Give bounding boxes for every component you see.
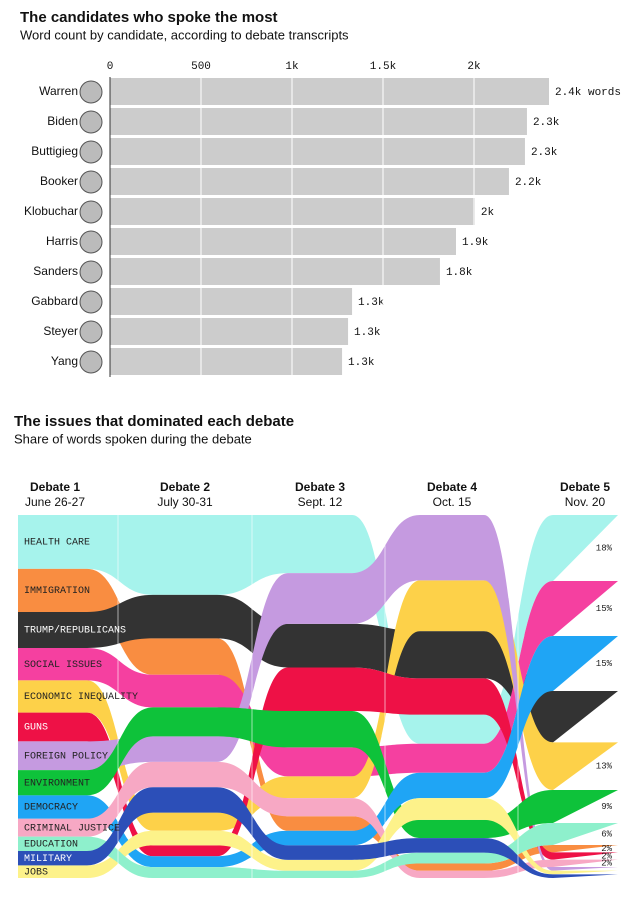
issue-band [18,594,618,743]
y-tick-label: Klobuchar [24,204,78,218]
issue-label: SOCIAL ISSUES [24,660,102,671]
portrait [79,350,103,374]
chart-title: The candidates who spoke the most [20,9,278,26]
value-label: 2k [481,207,495,219]
x-tick-label: 1k [285,61,299,73]
value-label: 1.9k [462,237,489,249]
issue-label: EDUCATION [24,839,78,850]
bar [110,228,456,255]
y-tick-label: Biden [47,114,78,128]
issue-label: CRIMINAL JUSTICE [24,823,120,834]
bar [110,168,509,195]
value-label: 14% [596,712,613,722]
x-tick-sublabel: June 26-27 [25,495,85,509]
x-tick-label: 500 [191,61,211,73]
issue-band [18,798,618,878]
x-tick-label: Debate 3 [295,480,345,494]
issue-band [18,707,618,839]
issue-band [18,581,618,777]
x-tick-label: 1.5k [370,61,397,73]
y-tick-label: Gabbard [31,294,78,308]
bar [110,288,353,315]
y-tick-label: Warren [39,84,78,98]
value-label: 1.3k [354,327,381,339]
bar [110,258,440,285]
issue-band [18,787,618,878]
x-tick-label: Debate 5 [560,480,610,494]
issue-band [18,515,618,744]
chart-subtitle: Share of words spoken during the debate [14,431,252,446]
value-label: 2% [601,844,612,854]
x-tick-sublabel: Oct. 15 [433,495,472,509]
issue-band [18,568,618,871]
portrait [79,80,103,104]
x-tick-label: Debate 4 [427,480,477,494]
issue-label: JOBS [24,867,48,878]
value-label: 2.2k [515,177,542,189]
issue-label: ENVIRONMENT [24,778,90,789]
value-label: 2% [601,851,612,861]
chart-subtitle: Word count by candidate, according to de… [20,27,349,42]
issue-label: TRUMP/REPUBLICANS [24,625,126,637]
bar [110,348,343,375]
issue-band [18,667,618,860]
portrait [79,110,103,134]
x-tick-label: 2k [467,61,481,73]
issue-band [18,515,618,871]
x-tick-label: 0 [107,61,114,73]
issue-label: ECONOMIC INEQUALITY [24,692,138,703]
value-label: 2% [601,859,612,869]
x-tick-label: Debate 2 [160,480,210,494]
value-label: 18% [596,543,613,553]
y-tick-label: Buttigieg [31,144,78,158]
issue-label: IMMIGRATION [24,586,90,597]
x-tick-sublabel: Nov. 20 [565,495,606,509]
y-tick-label: Yang [51,354,78,368]
y-tick-label: Harris [46,234,78,248]
issue-label: GUNS [24,723,48,734]
portrait [79,200,103,224]
value-label: 15% [596,604,613,614]
value-label: 13% [596,762,613,772]
issue-label: DEMOCRACY [24,803,78,814]
chart-title: The issues that dominated each debate [14,413,294,430]
portrait [79,320,103,344]
value-label: 1.8k [446,267,473,279]
value-label: 2.3k [533,117,560,129]
bar [110,138,525,165]
bar [110,78,549,105]
x-tick-sublabel: July 30-31 [157,495,213,509]
portrait [79,290,103,314]
issue-band [18,823,618,878]
issue-band [18,636,618,868]
value-label: 9% [601,802,612,812]
portrait [79,230,103,254]
issue-label: HEALTH CARE [24,538,90,549]
portrait [79,140,103,164]
issue-label: FOREIGN POLICY [24,751,108,762]
x-tick-label: Debate 1 [30,480,80,494]
issue-label: MILITARY [24,854,72,865]
y-tick-label: Booker [40,174,78,188]
bar [110,318,349,345]
value-label: 1.3k [348,357,375,369]
portrait [79,260,103,284]
value-label: 2.4k words [555,87,621,99]
y-tick-label: Sanders [33,264,78,278]
value-label: 15% [596,659,613,669]
value-label: 6% [601,829,612,839]
value-label: 1.3k [358,297,385,309]
portrait [79,170,103,194]
issue-band [18,580,618,831]
issue-band [18,761,618,878]
value-label: 2.3k [531,147,558,159]
bar [110,108,527,135]
x-tick-sublabel: Sept. 12 [298,495,343,509]
y-tick-label: Steyer [43,324,78,338]
